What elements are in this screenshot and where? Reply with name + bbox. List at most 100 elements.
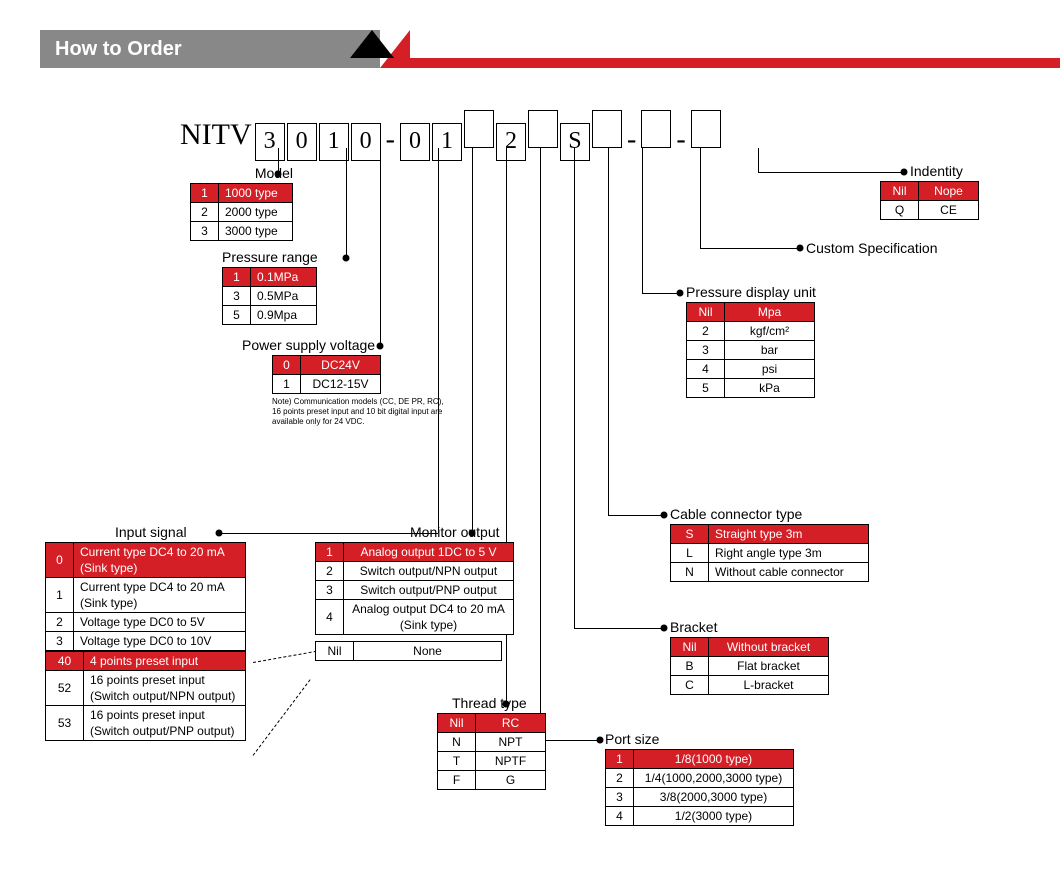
decor-black-triangle	[350, 30, 394, 58]
option-desc: 4 points preset input	[84, 652, 246, 671]
option-desc: Nope	[919, 182, 979, 201]
option-desc: 16 points preset input (Switch output/PN…	[84, 706, 246, 741]
option-code: 1	[273, 375, 301, 394]
option-code: F	[438, 771, 476, 790]
option-desc: Switch output/PNP output	[344, 581, 514, 600]
option-code: 3	[191, 222, 219, 241]
option-monitor-output-title: Monitor output	[410, 524, 500, 540]
decor-red-bar	[380, 30, 1060, 68]
option-model-title: Model	[255, 165, 293, 181]
option-desc: 1/2(3000 type)	[634, 807, 794, 826]
part-number-row: NITV 3010-012S--	[180, 110, 722, 161]
option-code: 0	[273, 356, 301, 375]
option-code: T	[438, 752, 476, 771]
part-number-cell: 1	[319, 123, 349, 161]
option-power-supply-title: Power supply voltage	[242, 337, 375, 353]
connector-line	[758, 148, 759, 172]
option-code: Nil	[687, 303, 725, 322]
option-code: 40	[46, 652, 84, 671]
option-code: 0	[46, 543, 74, 578]
option-desc: L-bracket	[709, 676, 829, 695]
option-cable-connector: Cable connector type SStraight type 3mLR…	[670, 506, 869, 582]
option-code: 3	[46, 632, 74, 651]
option-code: 4	[316, 600, 344, 635]
option-monitor-output: Monitor output 1Analog output 1DC to 5 V…	[315, 524, 514, 661]
option-desc: Current type DC4 to 20 mA (Sink type)	[74, 578, 246, 613]
connector-dot	[597, 737, 604, 744]
option-pressure-display-title: Pressure display unit	[686, 284, 816, 300]
part-number-cell	[592, 110, 622, 148]
option-model-table: 11000 type22000 type33000 type	[190, 183, 293, 241]
option-code: 1	[191, 184, 219, 203]
option-desc: kPa	[725, 379, 815, 398]
part-number-cell	[641, 110, 671, 148]
option-code: 3	[223, 287, 251, 306]
header-banner: How to Order	[0, 30, 1060, 68]
option-desc: Flat bracket	[709, 657, 829, 676]
option-desc: Straight type 3m	[709, 525, 869, 544]
option-code: 3	[687, 341, 725, 360]
part-number-cell: 0	[351, 123, 381, 161]
connector-line	[700, 148, 701, 248]
option-desc: 1/4(1000,2000,3000 type)	[634, 769, 794, 788]
option-pressure-display: Pressure display unit NilMpa2kgf/cm²3bar…	[686, 284, 816, 398]
option-custom-spec-title: Custom Specification	[806, 240, 938, 256]
option-pressure-range: Pressure range 10.1MPa30.5MPa50.9Mpa	[222, 249, 318, 325]
option-desc: 3000 type	[219, 222, 293, 241]
connector-dot	[343, 255, 350, 262]
option-desc: Right angle type 3m	[709, 544, 869, 563]
option-desc: Without bracket	[709, 638, 829, 657]
connector-line	[472, 148, 473, 533]
option-desc: Switch output/NPN output	[344, 562, 514, 581]
part-number-cell	[691, 110, 721, 148]
connector-line	[346, 148, 347, 258]
option-code: 2	[606, 769, 634, 788]
connector-line	[380, 148, 381, 346]
dashed-connector	[253, 679, 311, 755]
option-code: Nil	[671, 638, 709, 657]
connector-line	[540, 148, 541, 740]
option-desc: Without cable connector	[709, 563, 869, 582]
option-pressure-range-title: Pressure range	[222, 249, 318, 265]
option-input-signal: Input signal 0Current type DC4 to 20 mA …	[45, 524, 246, 741]
option-code: Q	[881, 201, 919, 220]
option-code: 1	[223, 268, 251, 287]
connector-dot	[661, 625, 668, 632]
part-number-cell: 3	[255, 123, 285, 161]
option-desc: kgf/cm²	[725, 322, 815, 341]
connector-line	[642, 148, 643, 293]
option-code: Nil	[881, 182, 919, 201]
connector-line	[608, 148, 609, 515]
option-desc: DC24V	[301, 356, 381, 375]
connector-dot	[797, 245, 804, 252]
option-port-size: Port size 11/8(1000 type)21/4(1000,2000,…	[605, 731, 794, 826]
connector-line	[700, 248, 800, 249]
option-code: 4	[606, 807, 634, 826]
option-desc: 2000 type	[219, 203, 293, 222]
part-number-dash: -	[623, 124, 640, 155]
connector-line	[574, 148, 575, 628]
option-code: B	[671, 657, 709, 676]
part-number-cell: 0	[400, 123, 430, 161]
option-port-size-title: Port size	[605, 731, 659, 747]
option-code: Nil	[316, 642, 354, 661]
option-thread-type-title: Thread type	[452, 695, 527, 711]
option-code: L	[671, 544, 709, 563]
option-desc: NPT	[476, 733, 546, 752]
option-code: 5	[687, 379, 725, 398]
option-desc: Voltage type DC0 to 5V	[74, 613, 246, 632]
option-power-supply: Power supply voltage 0DC24V1DC12-15V Not…	[272, 337, 452, 427]
option-code: 2	[191, 203, 219, 222]
option-code: N	[438, 733, 476, 752]
option-code: 1	[316, 543, 344, 562]
option-code: 3	[606, 788, 634, 807]
option-desc: Current type DC4 to 20 mA (Sink type)	[74, 543, 246, 578]
part-number-cell: 2	[496, 123, 526, 161]
option-desc: bar	[725, 341, 815, 360]
option-desc: Analog output DC4 to 20 mA (Sink type)	[344, 600, 514, 635]
option-desc: DC12-15V	[301, 375, 381, 394]
option-desc: Analog output 1DC to 5 V	[344, 543, 514, 562]
option-model: Model 11000 type22000 type33000 type	[190, 165, 293, 241]
option-desc: CE	[919, 201, 979, 220]
option-desc: 0.5MPa	[251, 287, 317, 306]
